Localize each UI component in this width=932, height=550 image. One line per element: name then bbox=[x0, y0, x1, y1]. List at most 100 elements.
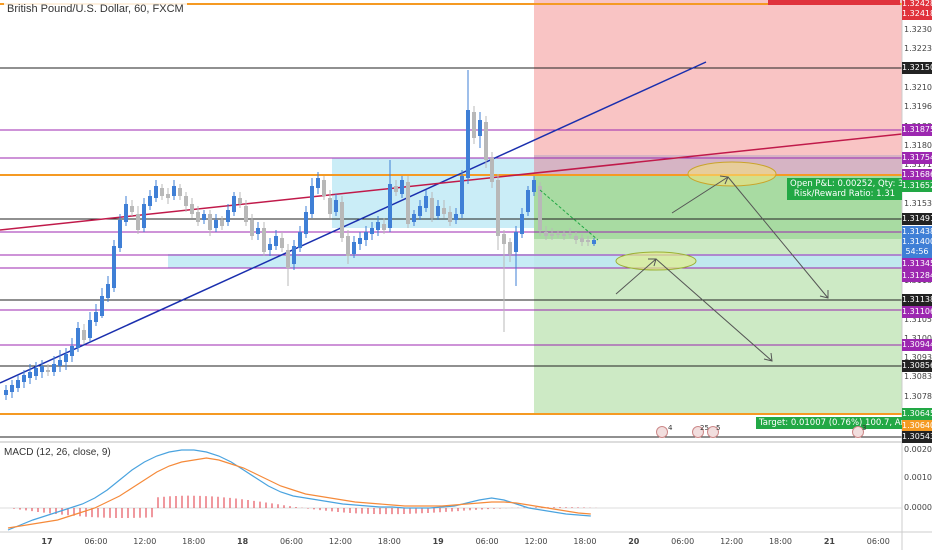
trendline-red[interactable] bbox=[0, 133, 903, 231]
price-level-tag: 1.31875 bbox=[902, 124, 932, 136]
candle-body bbox=[118, 220, 122, 248]
macd-line bbox=[7, 449, 591, 531]
candle-body bbox=[112, 246, 116, 288]
candle-body bbox=[70, 346, 74, 356]
price-level-tag: 1.31438 bbox=[902, 226, 932, 238]
candle-body bbox=[106, 284, 110, 298]
candle-body bbox=[412, 214, 416, 222]
price-level-tag: 1.31138 bbox=[902, 294, 932, 306]
candle-body bbox=[514, 232, 518, 252]
price-tick-label: 1.31000 bbox=[904, 334, 932, 343]
stop-zone[interactable] bbox=[534, 0, 902, 175]
candle-body bbox=[136, 214, 140, 230]
highlight-ellipse-lower[interactable] bbox=[615, 251, 697, 271]
time-tick-label: 18:00 bbox=[182, 537, 206, 546]
time-tick-label: 06:00 bbox=[84, 537, 108, 546]
time-tick-label: 06:00 bbox=[671, 537, 695, 546]
candle-body bbox=[376, 222, 380, 230]
candle-body bbox=[538, 186, 542, 230]
candle-body bbox=[124, 204, 128, 222]
candle-body bbox=[16, 380, 20, 388]
price-tick-label: 1.31960 bbox=[904, 102, 932, 112]
candle-body bbox=[274, 236, 278, 246]
candle-body bbox=[526, 190, 530, 212]
price-level-tag: 1.30944 bbox=[902, 339, 932, 351]
target-label[interactable]: Target: 0.01007 (0.76%) 100.7, Amount bbox=[756, 417, 902, 429]
highlight-ellipse-upper[interactable] bbox=[687, 161, 777, 187]
candle-body bbox=[394, 186, 398, 192]
price-tick-label: 1.30780 bbox=[904, 391, 932, 401]
candle-body bbox=[436, 206, 440, 216]
candle-body bbox=[448, 212, 452, 222]
event-flag-icon[interactable] bbox=[656, 426, 668, 438]
candle-body bbox=[34, 368, 38, 376]
candle-body bbox=[496, 180, 500, 236]
candle-body bbox=[352, 242, 356, 254]
candle-body bbox=[178, 188, 182, 196]
event-flag-icon[interactable] bbox=[692, 426, 704, 438]
candle-body bbox=[400, 180, 404, 194]
candle-body bbox=[382, 224, 386, 230]
time-tick-label: 18:00 bbox=[768, 537, 793, 546]
time-tick-label: 06:00 bbox=[866, 537, 890, 546]
candle-body bbox=[250, 220, 254, 236]
candle-body bbox=[286, 250, 290, 268]
price-tick-label: 1.31800 bbox=[904, 140, 932, 150]
stop-label[interactable] bbox=[768, 0, 900, 5]
price-level-tag: 1.30640 bbox=[902, 420, 932, 432]
candle-body bbox=[532, 180, 536, 192]
candle-body bbox=[94, 312, 98, 322]
candle-body bbox=[442, 208, 446, 214]
price-tick-label: 1.32300 bbox=[904, 25, 932, 34]
candle-body bbox=[430, 198, 434, 218]
macd-indicator-label[interactable]: MACD (12, 26, close, 9) bbox=[4, 447, 111, 458]
time-tick-label: 18:00 bbox=[573, 537, 597, 546]
time-tick-label: 06:00 bbox=[279, 537, 304, 546]
event-flag-icon[interactable] bbox=[707, 426, 719, 438]
price-level-tag: 54:56 bbox=[902, 246, 932, 258]
candle-body bbox=[10, 385, 14, 392]
candle-body bbox=[214, 220, 218, 228]
candle-body bbox=[268, 244, 272, 250]
event-flag-icon[interactable] bbox=[852, 426, 864, 438]
candlestick-series bbox=[4, 70, 596, 400]
trendline-blue[interactable] bbox=[0, 61, 707, 384]
projection-arrows[interactable] bbox=[615, 175, 829, 362]
price-level-tag: 1.30543 bbox=[902, 431, 932, 443]
time-tick-label: 12:00 bbox=[133, 537, 157, 546]
price-level-tag: 1.31345 bbox=[902, 258, 932, 270]
candle-body bbox=[28, 372, 32, 378]
candle-body bbox=[256, 228, 260, 234]
candle-body bbox=[244, 206, 248, 222]
candle-body bbox=[490, 158, 494, 182]
event-count: 3 bbox=[862, 424, 867, 432]
price-level-tag: 1.31106 bbox=[902, 306, 932, 318]
candle-body bbox=[568, 234, 572, 235]
price-level-tag: 1.31491 bbox=[902, 213, 932, 225]
risk-reward-text: Risk/Reward Ratio: 1.31 bbox=[793, 189, 896, 199]
candle-body bbox=[226, 210, 230, 222]
event-count: 25 bbox=[700, 424, 709, 432]
candle-body bbox=[334, 200, 338, 212]
candle-body bbox=[172, 186, 176, 196]
time-tick-label: 18 bbox=[237, 537, 249, 546]
price-tick-label: 1.30830 bbox=[904, 372, 932, 382]
macd-tick-label: 0.0020 bbox=[904, 445, 932, 454]
candle-body bbox=[58, 360, 62, 366]
candle-body bbox=[406, 182, 410, 224]
time-tick-label: 12:00 bbox=[720, 537, 744, 546]
position-info-box[interactable]: Open P&L: 0.00252, Qty: 326.3 Risk/Rewar… bbox=[787, 178, 902, 200]
candle-body bbox=[544, 232, 548, 236]
candle-body bbox=[238, 198, 242, 204]
price-level-tag: 1.32428 bbox=[902, 0, 932, 10]
candle-body bbox=[232, 196, 236, 212]
price-level-tag: 1.32150 bbox=[902, 62, 932, 74]
candle-body bbox=[328, 198, 332, 214]
candle-body bbox=[208, 214, 212, 230]
candle-body bbox=[418, 206, 422, 216]
price-level-tag: 1.30856 bbox=[902, 360, 932, 372]
candle-body bbox=[310, 186, 314, 214]
candle-body bbox=[388, 184, 392, 228]
open-pl-text: Open P&L: 0.00252, Qty: 326.3 bbox=[790, 179, 902, 189]
